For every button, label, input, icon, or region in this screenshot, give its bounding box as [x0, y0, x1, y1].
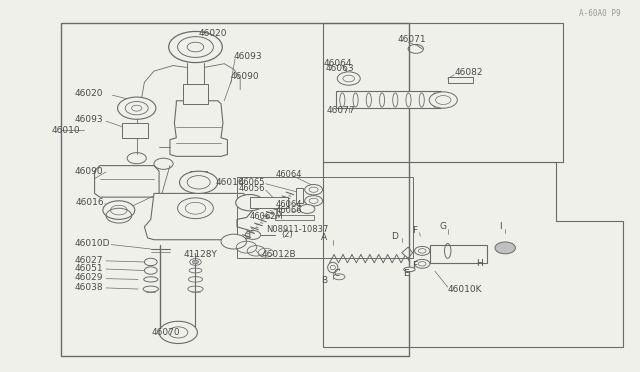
Circle shape — [221, 234, 246, 249]
Ellipse shape — [393, 93, 398, 107]
Bar — [275, 215, 314, 220]
Circle shape — [337, 72, 360, 85]
Circle shape — [192, 260, 198, 264]
Text: 46010K: 46010K — [448, 285, 482, 294]
Circle shape — [159, 321, 197, 343]
Bar — [250, 197, 288, 208]
Bar — [237, 177, 413, 258]
Polygon shape — [145, 193, 253, 240]
Text: F: F — [412, 261, 417, 270]
Text: 46082: 46082 — [454, 68, 483, 77]
Text: H: H — [476, 259, 483, 268]
Circle shape — [415, 259, 430, 268]
Text: 46064: 46064 — [275, 200, 302, 209]
Text: A: A — [321, 233, 327, 243]
Circle shape — [169, 32, 222, 62]
Bar — [448, 77, 473, 83]
Bar — [61, 23, 410, 356]
Text: 46064: 46064 — [323, 59, 352, 68]
Text: 46090: 46090 — [74, 167, 103, 176]
Text: 46071: 46071 — [398, 35, 426, 44]
Ellipse shape — [404, 267, 415, 272]
Text: 46065: 46065 — [238, 178, 265, 187]
Text: 46093: 46093 — [234, 52, 262, 61]
Bar — [336, 92, 442, 108]
Text: 46012B: 46012B — [261, 250, 296, 259]
Circle shape — [305, 196, 323, 206]
Circle shape — [495, 242, 515, 254]
Text: 46090: 46090 — [230, 72, 259, 81]
Ellipse shape — [366, 93, 371, 107]
Ellipse shape — [380, 93, 385, 107]
Text: 46038: 46038 — [74, 283, 103, 292]
Text: C: C — [333, 269, 340, 278]
Circle shape — [305, 185, 323, 195]
Text: E: E — [403, 269, 409, 278]
Text: G: G — [439, 222, 446, 231]
Circle shape — [179, 171, 218, 193]
Text: 46056: 46056 — [238, 185, 265, 193]
Text: 46070: 46070 — [151, 328, 180, 337]
Text: I: I — [499, 222, 501, 231]
Text: 46029: 46029 — [74, 273, 102, 282]
Polygon shape — [170, 101, 227, 156]
Text: 46020: 46020 — [198, 29, 227, 38]
Text: 46010D: 46010D — [74, 239, 109, 248]
Text: 46051: 46051 — [74, 264, 103, 273]
Ellipse shape — [406, 93, 411, 107]
Text: (2): (2) — [282, 230, 293, 240]
Text: B: B — [321, 276, 327, 285]
Text: A-60A0 P9: A-60A0 P9 — [579, 9, 620, 18]
Text: D: D — [391, 231, 398, 241]
Circle shape — [300, 205, 315, 214]
Circle shape — [103, 201, 135, 219]
Bar — [323, 23, 563, 162]
Text: 46027: 46027 — [74, 256, 102, 264]
Circle shape — [236, 195, 264, 211]
Ellipse shape — [419, 93, 424, 107]
Text: 46063: 46063 — [325, 64, 354, 73]
Ellipse shape — [433, 93, 438, 107]
Polygon shape — [402, 247, 413, 258]
Text: 46093: 46093 — [74, 115, 103, 124]
Circle shape — [118, 97, 156, 119]
Text: 41128Y: 41128Y — [184, 250, 218, 259]
Polygon shape — [95, 166, 159, 197]
Ellipse shape — [328, 262, 338, 273]
Text: F: F — [412, 226, 417, 235]
Circle shape — [415, 246, 430, 255]
Text: 46010: 46010 — [52, 126, 81, 135]
Text: 46077: 46077 — [326, 106, 355, 115]
Bar — [182, 84, 208, 105]
Text: 46062M: 46062M — [250, 212, 284, 221]
Text: 46020: 46020 — [74, 89, 102, 98]
Text: 46066: 46066 — [275, 206, 302, 215]
Bar — [430, 245, 487, 263]
Ellipse shape — [353, 93, 358, 107]
Text: 46064: 46064 — [275, 170, 302, 179]
Bar — [296, 188, 303, 203]
Text: N08911-10837: N08911-10837 — [266, 225, 328, 234]
Text: 46016: 46016 — [76, 198, 105, 207]
Text: 46016: 46016 — [216, 178, 244, 187]
Ellipse shape — [340, 93, 345, 107]
Circle shape — [429, 92, 458, 108]
Bar — [122, 123, 148, 138]
